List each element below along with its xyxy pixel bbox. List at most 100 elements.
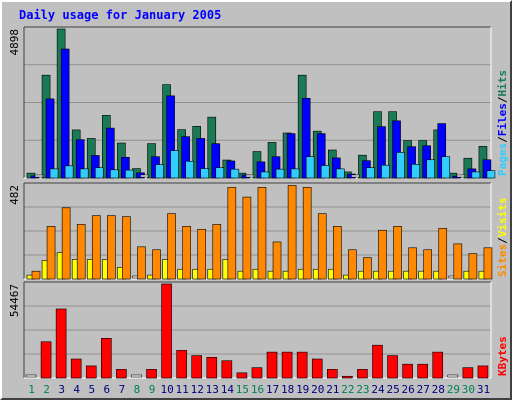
sites-bar-day-23 [363, 257, 372, 280]
kbytes-bar-day-1 [25, 374, 37, 378]
sites-bar-day-14 [227, 187, 237, 280]
sites-bar-day-24 [378, 229, 387, 280]
sites-bar-day-8 [137, 246, 146, 280]
sites-bar-day-26 [408, 247, 417, 280]
pages-bar-day-12 [200, 168, 210, 179]
kbytes-bar-day-25 [387, 355, 398, 379]
pages-bar-day-15 [245, 174, 255, 178]
x-tick-label-day-20: 20 [311, 383, 324, 396]
legend-visits: Visits [496, 198, 509, 238]
kbytes-bar-day-16 [251, 367, 263, 379]
x-tick-label-day-15: 15 [236, 383, 249, 396]
pages-bar-day-31 [486, 170, 496, 179]
pages-bar-day-27 [426, 159, 435, 179]
x-tick-label-day-27: 27 [417, 383, 430, 396]
kbytes-bar-day-2 [40, 341, 52, 379]
sites-bar-day-30 [468, 253, 478, 280]
legend-pages: Pages [496, 143, 509, 176]
chart-title: Daily usage for January 2005 [19, 8, 222, 22]
x-tick-label-day-22: 22 [341, 383, 354, 396]
kbytes-bar-day-30 [462, 367, 474, 379]
sites-bar-day-13 [212, 224, 222, 280]
legend-separator: / [496, 237, 509, 244]
pages-bar-day-3 [64, 165, 74, 179]
pages-bar-day-7 [125, 169, 134, 179]
kbytes-bar-day-3 [55, 308, 67, 379]
x-tick-label-day-28: 28 [432, 383, 445, 396]
sites-bar-day-1 [31, 270, 41, 280]
pages-bar-day-29 [456, 174, 466, 178]
sites-bar-day-18 [287, 185, 297, 280]
x-tick-label-day-3: 3 [58, 383, 65, 396]
x-tick-label-day-4: 4 [73, 383, 80, 396]
legend-separator: / [496, 136, 509, 143]
panel-1-ymax-label: 4898 [8, 29, 21, 56]
x-tick-label-day-17: 17 [266, 383, 279, 396]
sites-bar-day-9 [152, 249, 161, 280]
kbytes-bar-day-12 [191, 355, 203, 379]
kbytes-bar-day-10 [161, 283, 172, 379]
pages-bar-day-21 [335, 168, 345, 179]
x-tick-label-day-2: 2 [43, 383, 50, 396]
legend-separator: / [496, 96, 509, 103]
x-tick-label-day-29: 29 [447, 383, 460, 396]
pages-bar-day-13 [215, 167, 225, 179]
pages-bar-day-9 [155, 164, 164, 179]
sites-bar-day-12 [197, 228, 207, 280]
x-tick-label-day-21: 21 [326, 383, 339, 396]
x-tick-label-day-12: 12 [191, 383, 204, 396]
x-tick-label-day-24: 24 [371, 383, 385, 396]
sites-bar-day-5 [91, 215, 101, 280]
pages-bar-day-26 [411, 164, 420, 179]
x-tick-label-day-10: 10 [160, 383, 173, 396]
sites-bar-day-27 [423, 249, 432, 280]
sites-bar-day-6 [107, 215, 116, 280]
kbytes-bar-day-20 [311, 358, 323, 379]
kbytes-bar-day-27 [417, 363, 428, 379]
sites-bar-day-28 [438, 227, 448, 280]
kbytes-bar-day-23 [357, 369, 368, 379]
panel-2-ymax-label: 482 [8, 185, 21, 205]
pages-bar-day-2 [49, 168, 59, 179]
kbytes-bar-day-22 [342, 375, 353, 379]
x-tick-label-day-26: 26 [402, 383, 415, 396]
sites-bar-day-19 [302, 187, 312, 280]
sites-bar-day-20 [317, 213, 327, 280]
kbytes-bar-day-13 [206, 356, 218, 379]
kbytes-bar-day-28 [432, 351, 444, 379]
x-tick-label-day-6: 6 [104, 383, 111, 396]
kbytes-bar-day-29 [447, 374, 459, 378]
x-tick-label-day-1: 1 [28, 383, 35, 396]
kbytes-bar-day-15 [236, 372, 248, 379]
pages-bar-day-17 [275, 168, 285, 179]
kbytes-bar-day-7 [116, 369, 127, 379]
sites-bar-day-15 [242, 196, 252, 280]
kbytes-bar-day-4 [70, 358, 82, 379]
x-tick-label-day-13: 13 [206, 383, 219, 396]
x-tick-label-day-23: 23 [356, 383, 369, 396]
pages-bar-day-16 [260, 171, 270, 179]
pages-bar-day-18 [290, 168, 300, 179]
x-tick-label-day-7: 7 [119, 383, 126, 396]
sites-bar-day-3 [61, 207, 71, 280]
x-tick-label-day-25: 25 [386, 383, 399, 396]
kbytes-bar-day-31 [477, 365, 489, 379]
panel-1-legend: Pages/Files/Hits [496, 70, 509, 176]
x-tick-label-day-5: 5 [88, 383, 95, 396]
pages-bar-day-1 [34, 174, 44, 178]
x-tick-label-day-30: 30 [462, 383, 475, 396]
pages-bar-day-22 [351, 174, 360, 178]
kbytes-bar-day-14 [221, 360, 233, 379]
pages-bar-day-14 [230, 168, 240, 179]
kbytes-bar-day-11 [176, 350, 187, 379]
pages-bar-day-25 [396, 152, 405, 179]
sites-bar-day-17 [272, 241, 282, 280]
pages-bar-day-8 [140, 174, 149, 178]
x-tick-label-day-31: 31 [477, 383, 490, 396]
kbytes-bar-day-5 [85, 365, 97, 379]
sites-bar-day-25 [393, 226, 402, 280]
pages-bar-day-19 [305, 156, 315, 179]
sites-bar-day-29 [453, 243, 463, 280]
